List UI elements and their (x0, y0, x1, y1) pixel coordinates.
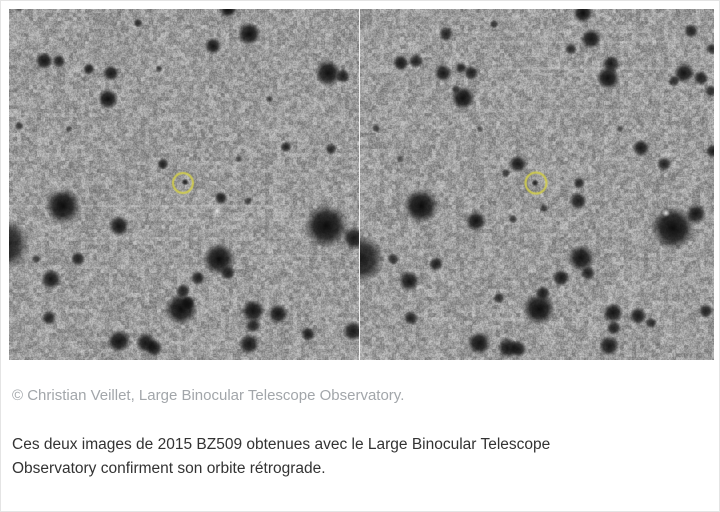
caption-line-2: Observatory confirment son orbite rétrog… (12, 460, 326, 477)
starfield-image-left (9, 9, 359, 360)
figure-starfield (9, 9, 714, 360)
image-caption: Ces deux images de 2015 BZ509 obtenues a… (12, 433, 702, 481)
image-credit: © Christian Veillet, Large Binocular Tel… (12, 387, 405, 404)
caption-line-1: Ces deux images de 2015 BZ509 obtenues a… (12, 436, 551, 453)
starfield-image-right (360, 9, 714, 360)
